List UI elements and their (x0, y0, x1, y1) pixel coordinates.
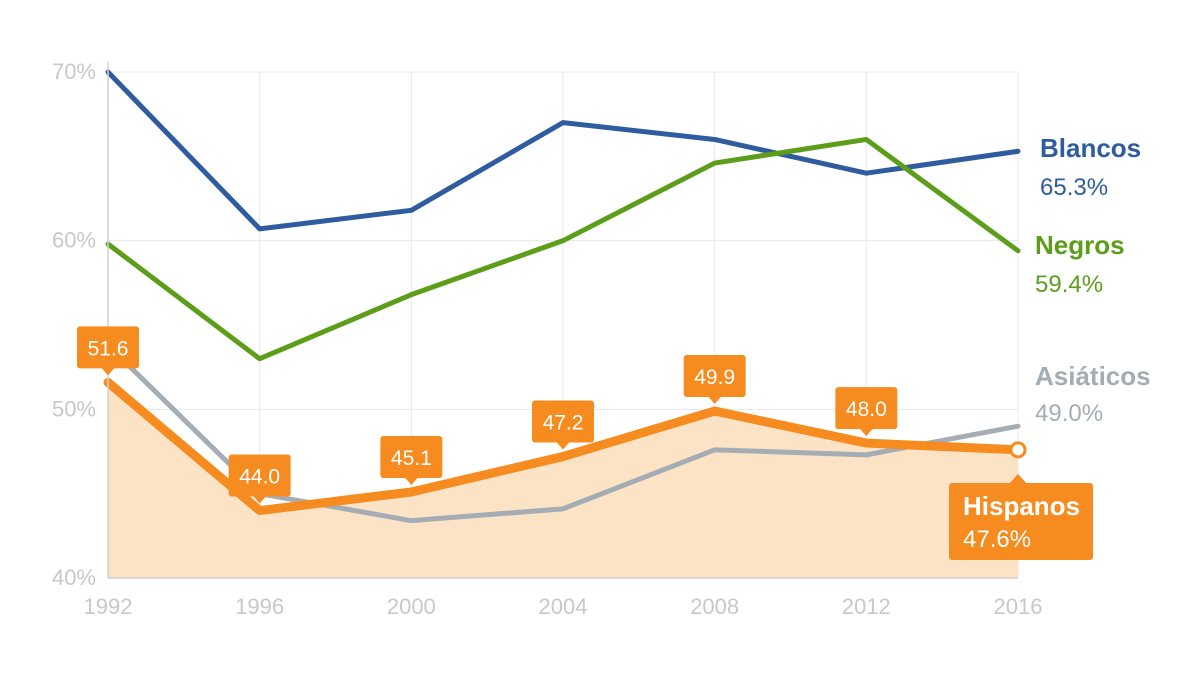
series-line-blancos (105, 69, 1021, 232)
line-layer (103, 69, 1027, 524)
callout-pointer (859, 428, 874, 437)
callout-pointer (707, 396, 722, 405)
callout-box (77, 326, 139, 369)
callout-box (228, 454, 291, 497)
end-label-box-hispanos: Hispanos 47.6% (949, 474, 1093, 560)
callout-pointer (252, 495, 267, 504)
data-label-callout: 49.9 (683, 355, 746, 405)
y-tick-label: 70% (52, 59, 96, 84)
callout-layer: 51.6 44.0 45.1 47.2 49.9 48.0 (77, 326, 898, 504)
data-label: 51.6 (88, 337, 129, 360)
series-line-hispanos (103, 377, 1023, 516)
data-label: 44.0 (239, 466, 280, 489)
x-tick-label: 2000 (387, 594, 436, 619)
end-label-value-asiaticos: 49.0% (1035, 400, 1103, 427)
end-point-marker (1009, 441, 1027, 459)
x-tick-label: 2012 (842, 594, 891, 619)
data-label-callout: 47.2 (532, 400, 594, 450)
x-tick-label: 1996 (235, 594, 284, 619)
callout-box (380, 435, 443, 478)
x-tick-label: 1992 (84, 594, 133, 619)
data-label-callout: 48.0 (835, 387, 898, 437)
x-tick-label: 2016 (994, 594, 1043, 619)
data-label: 49.9 (694, 366, 735, 389)
callout-box (532, 400, 594, 443)
data-label-callout: 44.0 (228, 454, 291, 504)
callout-pointer (404, 476, 419, 485)
end-label-pointer (1009, 474, 1027, 484)
data-label-callout: 45.1 (380, 435, 443, 485)
end-label-name-asiaticos: Asiáticos (1035, 361, 1151, 391)
callout-box (683, 355, 746, 398)
end-label-value-negros: 59.4% (1035, 271, 1103, 298)
data-label: 47.2 (543, 412, 584, 435)
y-tick-label: 40% (52, 565, 96, 590)
y-tick-label: 50% (52, 396, 96, 421)
label-layer: Blancos 65.3% Negros 59.4% Asiáticos 49.0% His… (949, 133, 1151, 560)
data-label: 48.0 (846, 398, 887, 421)
end-label-box (949, 483, 1093, 560)
x-tick-label: 2008 (690, 594, 739, 619)
end-label-name-negros: Negros (1035, 230, 1125, 260)
series-line-negros (105, 136, 1021, 362)
callout-pointer (556, 441, 570, 450)
data-label-callout: 51.6 (77, 326, 139, 376)
axis-layer: 40% 50% 60% 70% 1992 1996 2000 2004 2008 2012 2016 (52, 59, 1043, 619)
end-label-name-hispanos: Hispanos (963, 491, 1080, 521)
y-tick-label: 60% (52, 228, 96, 253)
data-label: 45.1 (391, 447, 432, 470)
x-tick-label: 2004 (539, 594, 588, 619)
end-label-name-blancos: Blancos (1040, 133, 1141, 163)
callout-pointer (101, 367, 115, 376)
callout-box (835, 387, 898, 430)
end-label-value-blancos: 65.3% (1040, 174, 1108, 201)
end-label-value-hispanos: 47.6% (963, 526, 1031, 553)
